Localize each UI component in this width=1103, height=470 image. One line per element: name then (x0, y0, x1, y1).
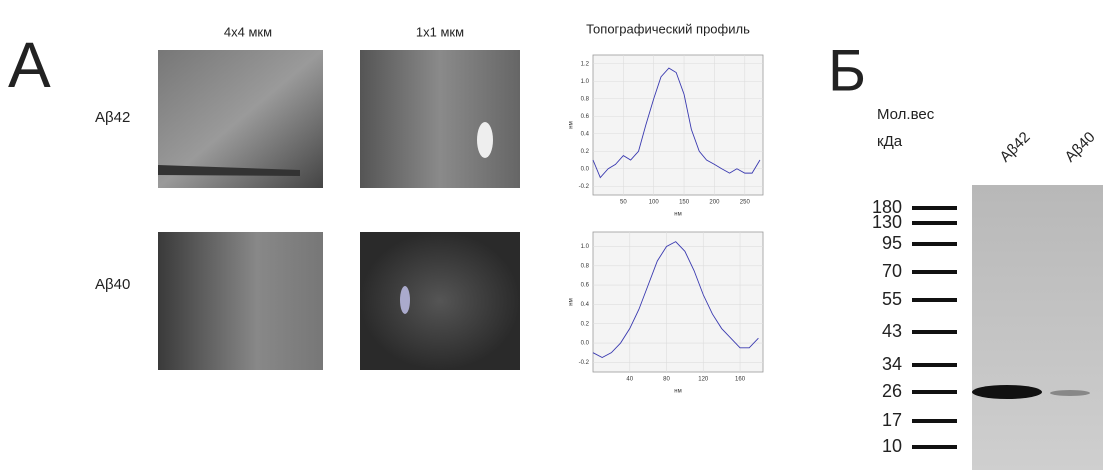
marker-dash (912, 270, 957, 274)
marker-label: 43 (882, 321, 902, 341)
marker-dash (912, 242, 957, 246)
marker-label: 55 (882, 289, 902, 309)
y-tick-label: 0.2 (581, 321, 590, 327)
afm-image (158, 50, 323, 188)
afm-image (360, 50, 520, 188)
marker-label: 95 (882, 233, 902, 253)
x-axis-label: нм (674, 389, 681, 395)
plot-area (592, 231, 764, 373)
y-tick-label: 0.0 (581, 341, 590, 347)
x-tick-label: 200 (709, 200, 720, 206)
y-axis-label: нм (569, 298, 575, 305)
plot-area (592, 54, 764, 196)
marker-label: 26 (882, 381, 902, 401)
x-tick-label: 100 (649, 200, 660, 206)
y-tick-label: 0.8 (581, 263, 590, 269)
marker-dash (912, 419, 957, 423)
profile-line (592, 67, 761, 179)
y-axis-label: нм (569, 121, 575, 128)
marker-dash (912, 298, 957, 302)
y-tick-label: 0.8 (581, 96, 590, 102)
y-tick-label: -0.2 (579, 360, 590, 366)
afm-image (360, 232, 520, 370)
blot (972, 185, 1103, 470)
row-label: Aβ42 (95, 109, 130, 126)
afm-feature (477, 122, 493, 158)
marker-dash (912, 390, 957, 394)
column-header: 1x1 мкм (416, 24, 464, 39)
mw-label: Мол.вес (877, 106, 935, 123)
mw-label: кДа (877, 133, 903, 150)
y-tick-label: 0.0 (581, 166, 590, 172)
profile-line (592, 241, 759, 359)
row-label: Aβ40 (95, 276, 130, 293)
afm-artifact (158, 165, 300, 176)
x-tick-label: 40 (626, 377, 633, 383)
marker-dash (912, 206, 957, 210)
panel-letter: Б (828, 38, 866, 103)
marker-label: 70 (882, 261, 902, 281)
x-tick-label: 250 (740, 200, 751, 206)
afm-feature (400, 286, 410, 314)
x-tick-label: 50 (620, 200, 627, 206)
x-axis-label: нм (674, 212, 681, 218)
y-tick-label: 1.0 (581, 244, 590, 250)
lane-label: Aβ42 (997, 129, 1034, 166)
blot-band (972, 385, 1042, 399)
afm-image (158, 232, 323, 370)
marker-dash (912, 363, 957, 367)
column-header: Топографический профиль (586, 21, 750, 36)
column-header: 4x4 мкм (224, 24, 272, 39)
marker-label: 34 (882, 354, 902, 374)
marker-label: 17 (882, 410, 902, 430)
marker-dash (912, 330, 957, 334)
y-tick-label: 1.0 (581, 79, 590, 85)
x-tick-label: 150 (679, 200, 690, 206)
x-tick-label: 160 (735, 377, 746, 383)
y-tick-label: 0.4 (581, 131, 590, 137)
y-tick-label: 0.6 (581, 114, 590, 120)
y-tick-label: 0.6 (581, 283, 590, 289)
marker-dash (912, 221, 957, 225)
y-tick-label: 0.2 (581, 149, 590, 155)
y-tick-label: 0.4 (581, 302, 590, 308)
marker-dash (912, 445, 957, 449)
x-tick-label: 80 (663, 377, 670, 383)
marker-label: 10 (882, 436, 902, 456)
blot-band (1050, 390, 1090, 396)
y-tick-label: 1.2 (581, 61, 590, 67)
y-tick-label: -0.2 (579, 184, 590, 190)
marker-label: 130 (872, 212, 902, 232)
marker-label: 180 (872, 197, 902, 217)
x-tick-label: 120 (698, 377, 709, 383)
lane-label: Aβ40 (1062, 129, 1099, 166)
panel-letter: А (8, 29, 51, 101)
